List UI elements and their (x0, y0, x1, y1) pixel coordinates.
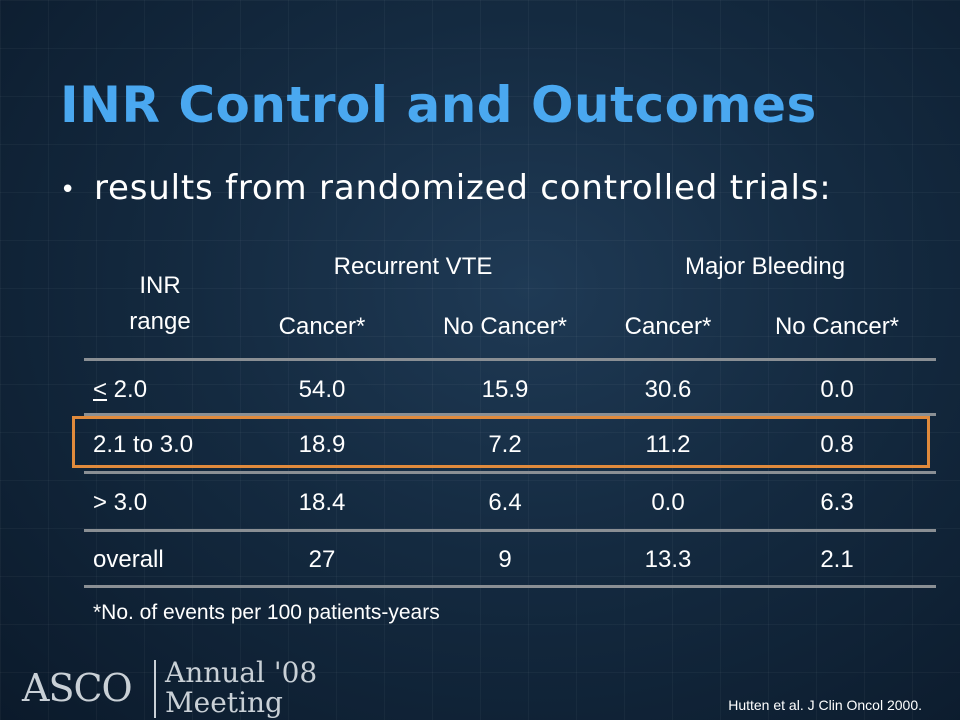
bullet-dot-icon: • (60, 174, 77, 205)
row-label: > 3.0 (93, 489, 148, 516)
cell-value: 0.8 (820, 431, 854, 458)
row-label: 2.1 to 3.0 (93, 431, 194, 458)
cell-value: 11.2 (645, 431, 691, 458)
cell-value: 13.3 (644, 546, 692, 573)
cell-value: 27 (308, 546, 336, 573)
logo-asco-text: ASCO (22, 666, 133, 710)
cell-value: 6.3 (820, 489, 854, 516)
table-rule (84, 471, 936, 474)
logo-divider (154, 660, 156, 718)
table-rule (84, 529, 936, 532)
cell-value: 54.0 (298, 376, 346, 403)
citation: Hutten et al. J Clin Oncol 2000. (728, 697, 922, 713)
cell-value: 6.4 (488, 489, 522, 516)
footnote: *No. of events per 100 patients-years (93, 601, 440, 624)
cell-value: 18.4 (298, 489, 346, 516)
table-rule (84, 585, 936, 588)
cell-value: 15.9 (481, 376, 529, 403)
table-row: < 2.0 54.0 15.9 30.6 0.0 (0, 361, 960, 419)
table-rule (84, 413, 936, 416)
cell-value: 18.9 (298, 431, 346, 458)
asco-annual-meeting-logo: ASCO Annual '08 Meeting (10, 652, 317, 720)
subheader-vte-cancer: Cancer* (278, 313, 366, 340)
table-row: 2.1 to 3.0 18.9 7.2 11.2 0.8 (0, 416, 960, 474)
table-rule (84, 358, 936, 361)
row-label-value: 2.0 (107, 376, 148, 403)
subheader-bleeding-cancer: Cancer* (624, 313, 712, 340)
cell-value: 30.6 (644, 376, 692, 403)
cell-value: 0.0 (820, 376, 854, 403)
subheader-vte-no-cancer: No Cancer* (442, 313, 568, 340)
cell-value: 9 (498, 546, 512, 573)
subheader-bleeding-no-cancer: No Cancer* (774, 313, 900, 340)
table-row: > 3.0 18.4 6.4 0.0 6.3 (0, 474, 960, 532)
inr-range-header: INR range (129, 272, 191, 335)
row-label: overall (93, 546, 164, 573)
bullet-text: results from randomized controlled trial… (94, 168, 832, 208)
table-row: overall 27 9 13.3 2.1 (0, 531, 960, 589)
cell-value: 7.2 (488, 431, 522, 458)
slide-title: INR Control and Outcomes (60, 76, 817, 134)
bullet-item: • results from randomized controlled tria… (60, 168, 832, 208)
logo-annual-text: Annual '08 (165, 656, 318, 689)
row-label: < 2.0 (93, 376, 148, 403)
group-header-recurrent-vte: Recurrent VTE (333, 253, 493, 280)
cell-value: 2.1 (820, 546, 854, 573)
cell-value: 0.0 (651, 489, 685, 516)
logo-meeting-text: Meeting (165, 686, 283, 719)
group-header-major-bleeding: Major Bleeding (684, 253, 846, 280)
